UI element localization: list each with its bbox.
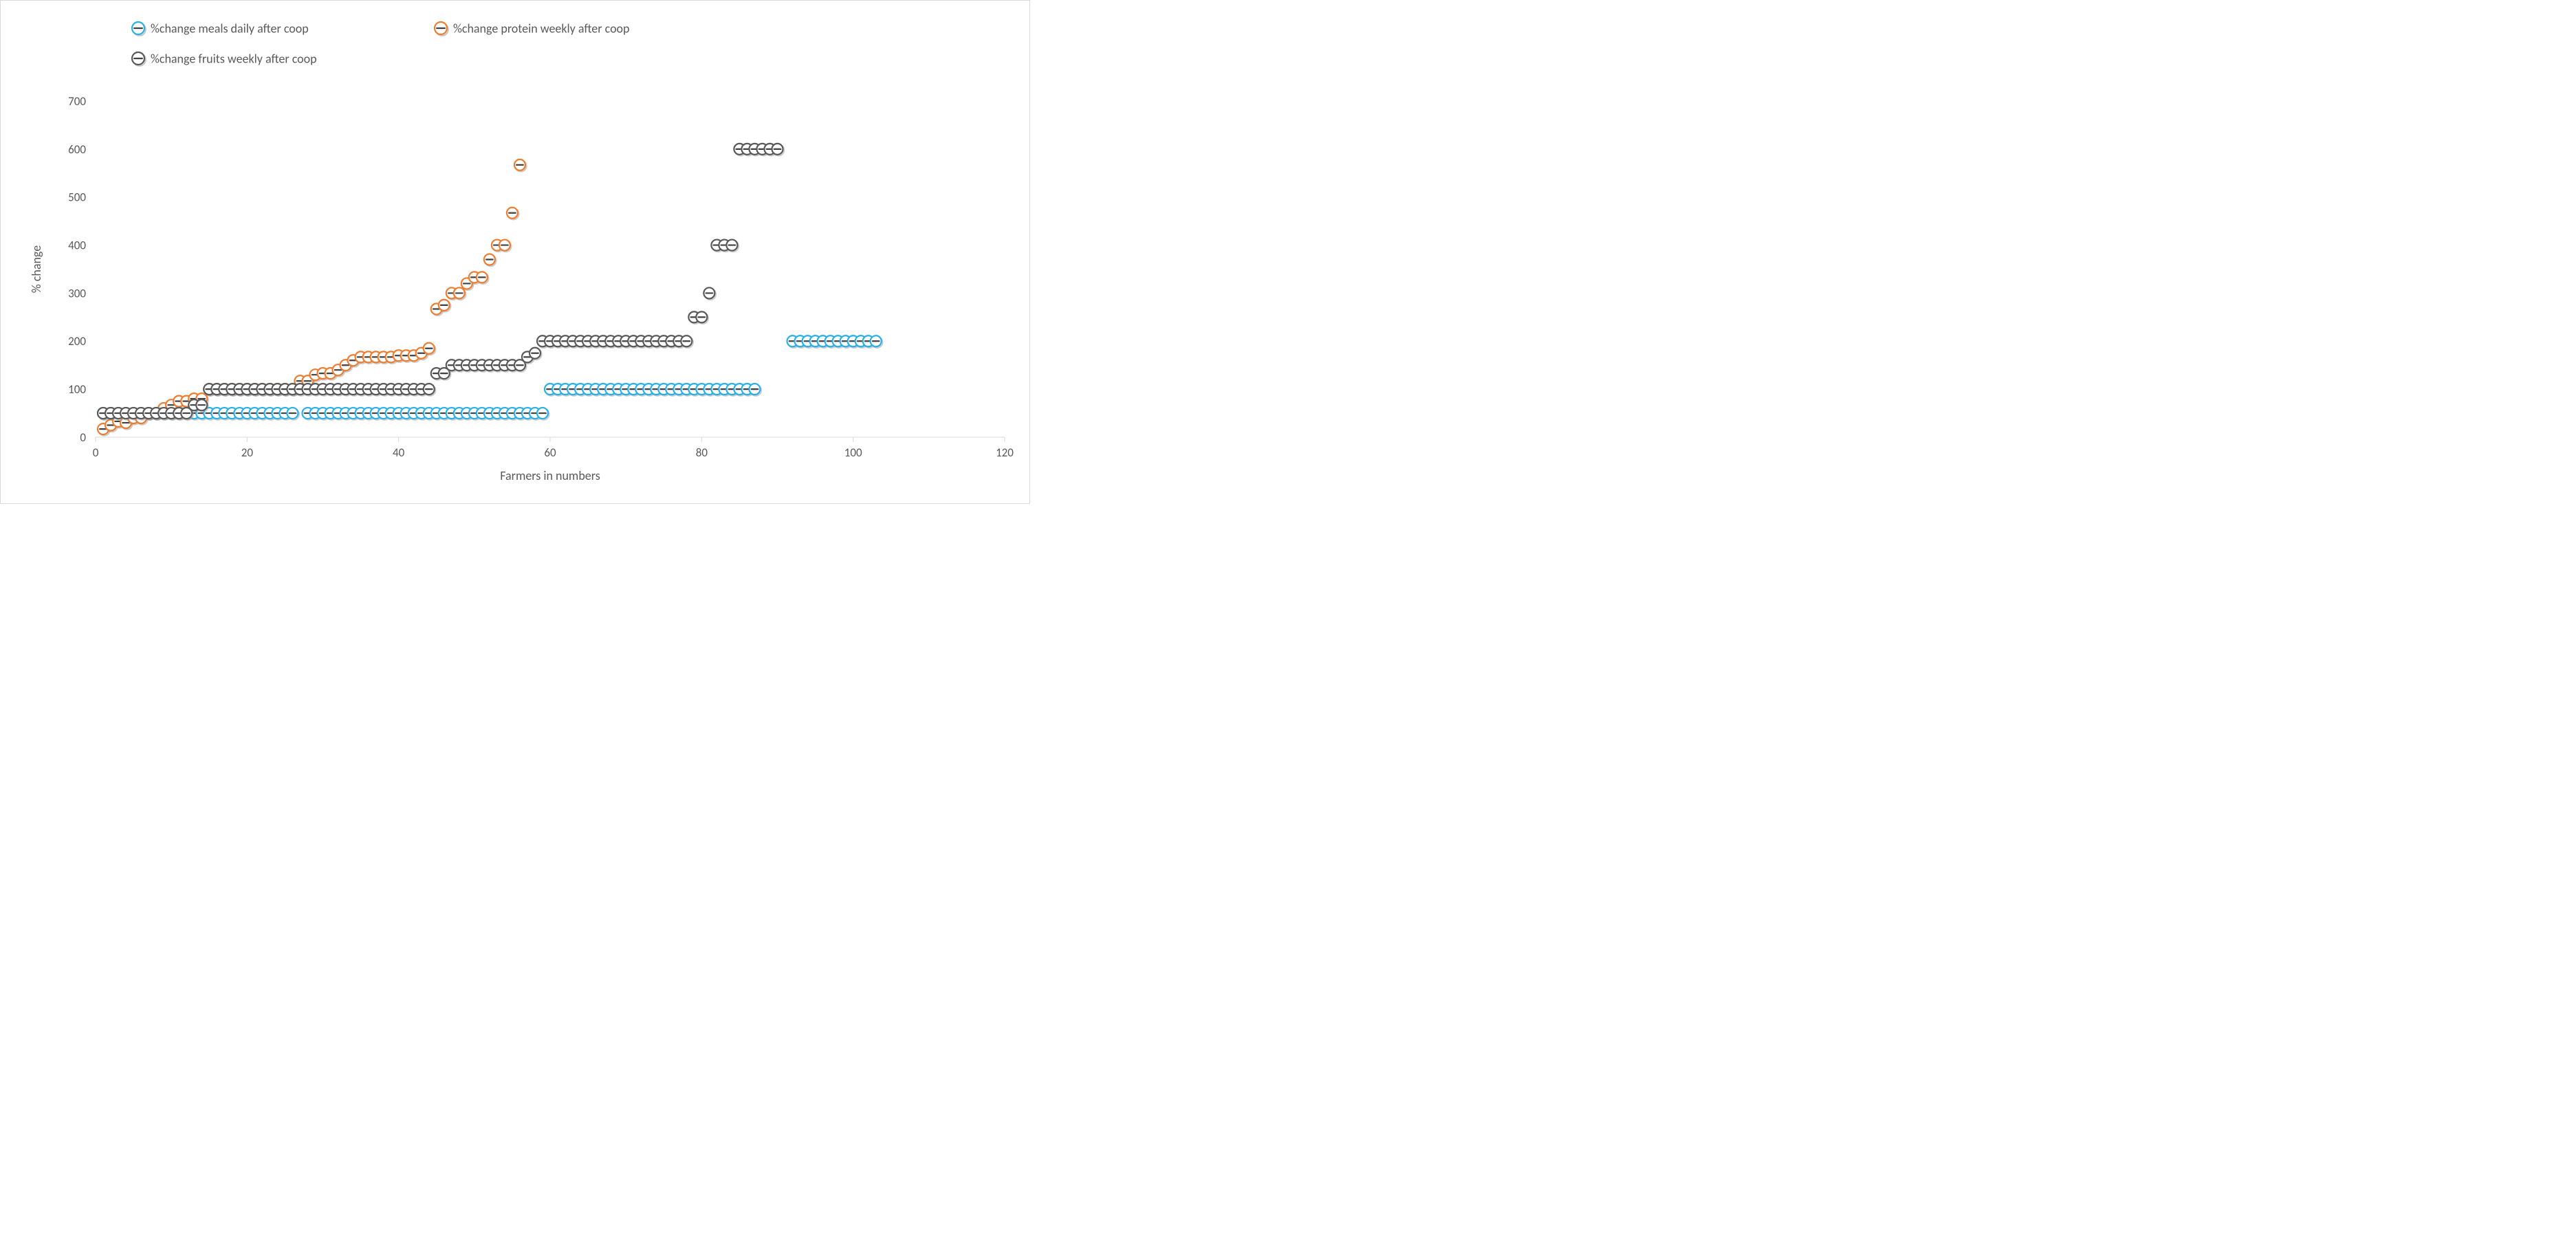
legend-label-protein: %change protein weekly after coop xyxy=(453,21,630,36)
y-tick-label: 400 xyxy=(68,239,86,253)
x-tick-label: 120 xyxy=(996,445,1014,460)
y-axis-title: % change xyxy=(29,245,44,293)
y-tick-label: 600 xyxy=(68,142,86,157)
x-tick-label: 40 xyxy=(393,445,405,460)
chart-card: %change meals daily after coop %change pr… xyxy=(0,0,1030,504)
y-tick-label: 200 xyxy=(68,334,86,349)
legend-item-meals: %change meals daily after coop xyxy=(132,21,309,36)
x-tick-label: 60 xyxy=(544,445,556,460)
y-tick-label: 100 xyxy=(68,382,86,397)
legend-item-protein: %change protein weekly after coop xyxy=(435,21,630,36)
legend-label-meals: %change meals daily after coop xyxy=(151,21,309,36)
x-tick-label: 100 xyxy=(844,445,862,460)
y-tick-label: 700 xyxy=(68,94,86,109)
series-fruits xyxy=(98,144,784,420)
y-tick-label: 500 xyxy=(68,190,86,205)
y-tick-label: 300 xyxy=(68,286,86,300)
x-tick-label: 0 xyxy=(93,445,99,460)
scatter-chart: %change meals daily after coop %change pr… xyxy=(6,6,1025,499)
x-tick-label: 20 xyxy=(241,445,254,460)
series-meals xyxy=(98,335,882,419)
chart-inner: %change meals daily after coop %change pr… xyxy=(6,6,1024,498)
y-tick-label: 0 xyxy=(80,430,86,445)
legend-item-fruits: %change fruits weekly after coop xyxy=(132,51,317,66)
x-tick-label: 80 xyxy=(696,445,708,460)
legend-label-fruits: %change fruits weekly after coop xyxy=(151,51,317,66)
x-axis-title: Farmers in numbers xyxy=(500,468,600,483)
